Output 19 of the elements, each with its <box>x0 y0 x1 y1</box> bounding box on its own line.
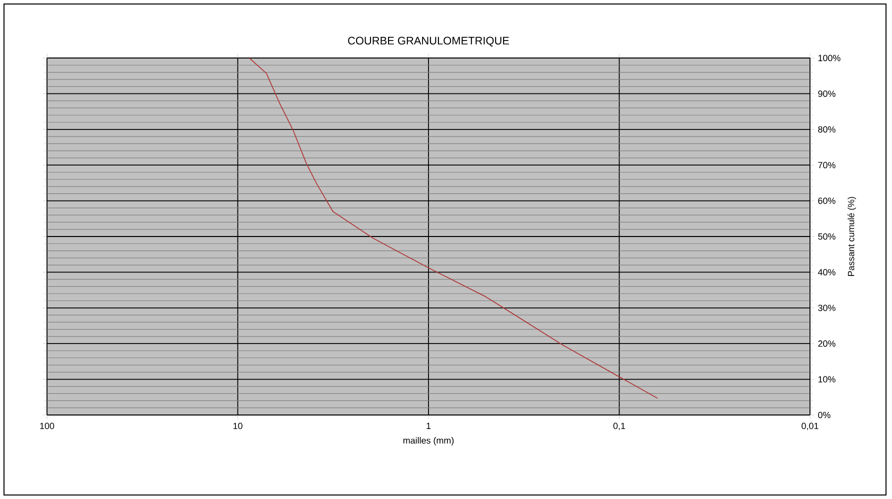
y-tick-label: 70% <box>818 162 836 168</box>
x-tick-label: 10 <box>233 422 242 430</box>
y-tick-label: 10% <box>818 376 836 382</box>
y-axis-title: Passant cumulé (%) <box>848 196 856 276</box>
x-axis-title: mailles (mm) <box>403 437 454 446</box>
y-tick-label: 40% <box>818 269 836 276</box>
x-tick-label: 0,1 <box>613 422 626 430</box>
chart-title: COURBE GRANULOMETRIQUE <box>348 36 509 46</box>
y-tick-label: 0% <box>818 412 830 418</box>
y-tick-label: 90% <box>818 90 836 97</box>
y-tick-label: 80% <box>818 126 836 133</box>
x-tick-label: 1 <box>426 422 431 429</box>
y-tick-label: 30% <box>818 304 836 312</box>
y-tick-label: 100% <box>818 54 840 62</box>
y-tick-label: 50% <box>818 233 836 240</box>
x-tick-label: 0,01 <box>802 422 818 430</box>
y-tick-label: 20% <box>818 340 836 347</box>
x-tick-label: 100 <box>40 422 54 430</box>
y-tick-label: 60% <box>818 198 836 204</box>
